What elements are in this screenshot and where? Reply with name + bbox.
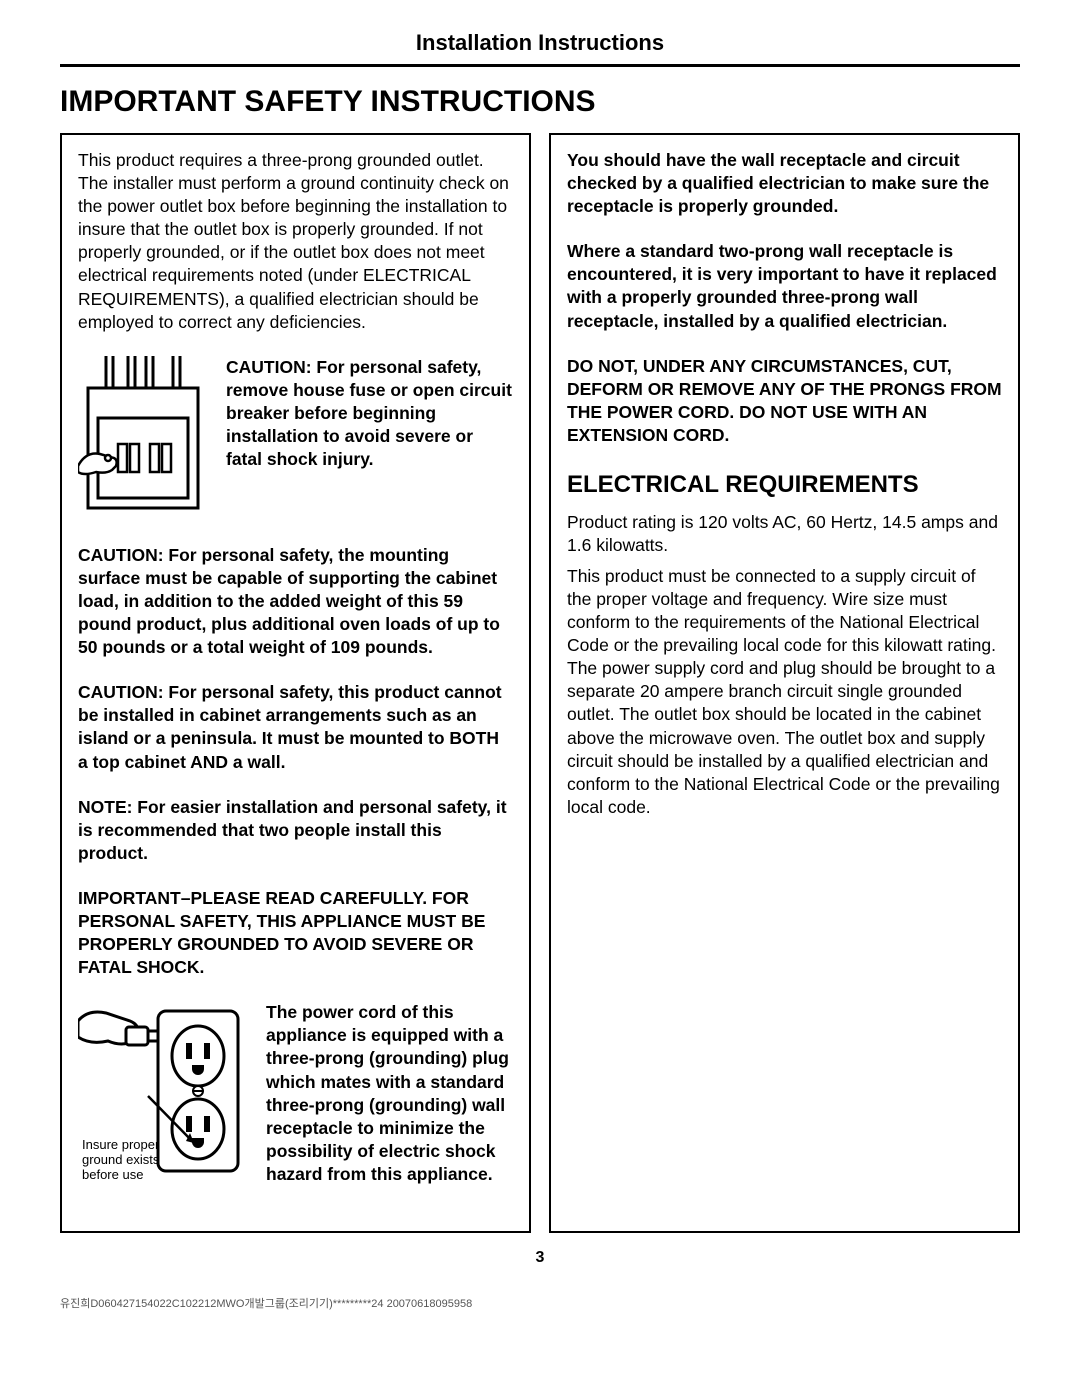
right-column: You should have the wall receptacle and … <box>549 133 1020 1233</box>
outlet-caption-l2: ground exists <box>82 1152 160 1167</box>
do-not-cut: DO NOT, UNDER ANY CIRCUMSTANCES, CUT, DE… <box>567 355 1002 447</box>
footer-code: 유진희D060427154022C102212MWO개발그룹(조리기기)****… <box>60 1295 1020 1311</box>
caution-mount: CAUTION: For personal safety, the mounti… <box>78 544 513 659</box>
outlet-block: Insure proper ground exists before use T… <box>78 1001 513 1201</box>
caution-cabinet: CAUTION: For personal safety, this produ… <box>78 681 513 773</box>
section-title: IMPORTANT SAFETY INSTRUCTIONS <box>60 85 1020 119</box>
rating: Product rating is 120 volts AC, 60 Hertz… <box>567 511 1002 557</box>
svg-text:Insure proper grou: Insure proper ground exists before use <box>82 1137 163 1182</box>
receptacle-check: You should have the wall receptacle and … <box>567 149 1002 218</box>
page-header: Installation Instructions <box>60 30 1020 67</box>
electrical-requirements-title: ELECTRICAL REQUIREMENTS <box>567 469 1002 501</box>
power-cord-text: The power cord of this appliance is equi… <box>266 1001 513 1186</box>
fuse-caution-block: CAUTION: For personal safety, remove hou… <box>78 356 513 516</box>
outlet-plug-icon: Insure proper ground exists before use <box>78 1001 248 1201</box>
two-prong: Where a standard two-prong wall receptac… <box>567 240 1002 332</box>
page-number: 3 <box>60 1249 1020 1267</box>
outlet-caption-l3: before use <box>82 1167 143 1182</box>
important-ground: IMPORTANT–PLEASE READ CAREFULLY. FOR PER… <box>78 887 513 979</box>
intro-paragraph: This product requires a three-prong grou… <box>78 149 513 334</box>
left-column: This product requires a three-prong grou… <box>60 133 531 1233</box>
fuse-box-icon <box>78 356 208 516</box>
outlet-caption-l1: Insure proper <box>82 1137 160 1152</box>
note-two-people: NOTE: For easier installation and person… <box>78 796 513 865</box>
caution-fuse: CAUTION: For personal safety, remove hou… <box>226 356 513 471</box>
supply: This product must be connected to a supp… <box>567 565 1002 819</box>
content-columns: This product requires a three-prong grou… <box>60 133 1020 1233</box>
